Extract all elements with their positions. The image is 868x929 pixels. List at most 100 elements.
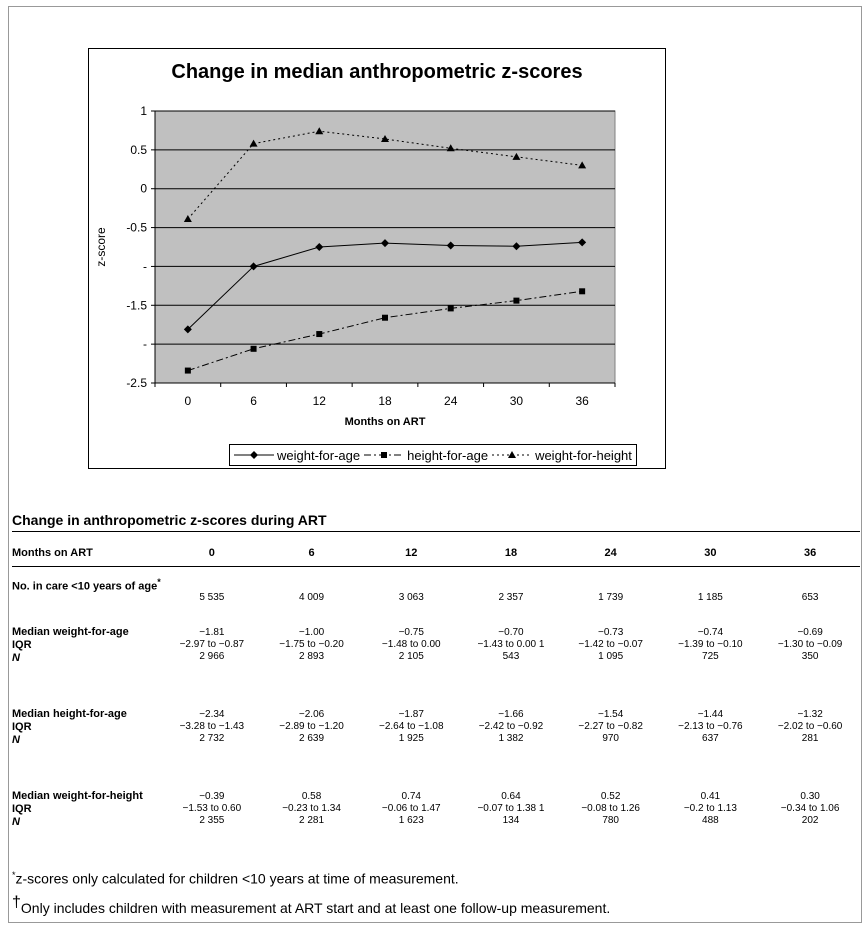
row-label-sup: *: [157, 577, 161, 587]
cell-value: 202: [801, 815, 819, 826]
table-cell: 1 185: [661, 566, 761, 618]
data-point-square: [579, 288, 586, 295]
data-point-diamond: [183, 325, 192, 334]
cell-value: −1.43 to 0.00 1: [477, 639, 545, 650]
cell-value: 543: [502, 651, 520, 662]
table-cell: −2.34 −3.28 to −1.43 2 732: [162, 700, 262, 782]
cell-value: 2 355: [199, 815, 225, 826]
cell-value: 0.74: [401, 791, 421, 802]
chart-container: Change in median anthropometric z-scores…: [88, 48, 666, 469]
cell-value: −0.73: [598, 627, 624, 638]
cell-value: 637: [702, 733, 719, 744]
row-label-text: No. in care <10 years of age*: [12, 577, 161, 593]
table-row: Median weight-for-age IQR N −1.81 −2.97 to −…: [12, 618, 860, 700]
table-title: Change in anthropometric z-scores during…: [12, 512, 327, 528]
cell-value: −1.32: [797, 709, 823, 720]
legend-label: weight-for-height: [535, 447, 632, 463]
data-point-square: [316, 331, 323, 338]
cell-value: −0.69: [797, 627, 823, 638]
cell-value: 488: [702, 815, 719, 826]
cell-value: −2.27 to −0.82: [578, 721, 643, 732]
cell-value: −0.08 to 1.26: [581, 803, 640, 814]
cell-value: −0.70: [498, 627, 524, 638]
table-cell: −1.87 −2.64 to −1.08 1 925: [361, 700, 461, 782]
cell-value: 2 966: [199, 651, 225, 662]
cell-value: 4 009: [299, 592, 325, 603]
cell-value: −1.54: [598, 709, 624, 720]
data-point-diamond: [446, 241, 455, 250]
cell-value: 350: [801, 651, 819, 662]
row-label-text: Median weight-for-height: [12, 790, 143, 802]
data-point-triangle: [183, 215, 192, 223]
cell-value: −1.66: [498, 709, 524, 720]
cell-value: −0.23 to 1.34: [282, 803, 341, 814]
data-point-diamond: [315, 243, 324, 251]
cell-value: 725: [702, 651, 719, 662]
table-row: Median weight-for-height IQR N −0.39 −1.53 t…: [12, 782, 860, 854]
row-label-text: Median weight-for-age: [12, 626, 129, 638]
row-sublabel-n: N: [12, 652, 20, 664]
data-point-diamond: [512, 242, 521, 251]
cell-value: 780: [602, 815, 619, 826]
cell-value: 1 623: [398, 815, 424, 826]
cell-value: 134: [502, 815, 520, 826]
y-tick-label: 1: [140, 104, 147, 118]
figure-frame: [8, 6, 862, 923]
footnote-text: Only includes children with measurement …: [20, 900, 611, 916]
footnote-1: *z-scores only calculated for children <…: [12, 870, 459, 887]
cell-value: −1.00: [298, 627, 325, 638]
line-chart: 1 0.5 0 -0.5 - -1.5 - -2.5 0 6 12 18 24 30 36 Months on…: [94, 104, 616, 428]
header-month: 18: [504, 547, 518, 559]
table-cell: 653: [760, 566, 860, 618]
cell-value: −1.42 to −0.07: [578, 639, 643, 650]
cell-value: −1.53 to 0.60: [182, 803, 242, 814]
x-tick-label: 6: [250, 394, 257, 408]
cell-value: 2 893: [299, 651, 325, 662]
cell-value: −3.28 to −1.43: [179, 721, 245, 732]
cell-value: −1.39 to −0.10: [678, 639, 743, 650]
row-sublabel-n: N: [12, 816, 20, 828]
data-point-square: [513, 297, 520, 304]
x-tick-label: 18: [378, 394, 392, 408]
cell-value: 5 535: [199, 592, 225, 603]
cell-value: 0.41: [700, 791, 721, 802]
table-row: Median height-for-age IQR N −2.34 −3.28 to −…: [12, 700, 860, 782]
row-label: Median weight-for-height IQR N: [12, 782, 162, 854]
y-tick-label: -: [143, 337, 147, 351]
table-cell: 1 739: [561, 566, 661, 618]
table-cell: −0.39 −1.53 to 0.60 2 355: [162, 782, 262, 854]
footnote-mark: †: [12, 894, 21, 911]
cell-value: 653: [801, 592, 819, 603]
footnote-2: †Only includes children with measurement…: [12, 894, 610, 916]
row-label-text: Median height-for-age: [12, 708, 127, 720]
header-month: 6: [308, 547, 315, 559]
table-cell: −0.75 −1.48 to 0.00 2 105: [361, 618, 461, 700]
data-point-triangle: [446, 144, 455, 152]
header-months-label: Months on ART: [12, 547, 93, 559]
cell-value: 0.52: [600, 791, 621, 802]
table-cell: 0.64 −0.07 to 1.38 1 134: [461, 782, 561, 854]
cell-value: −0.07 to 1.38 1: [477, 803, 545, 814]
cell-value: −0.75: [398, 627, 424, 638]
header-month: 30: [704, 547, 717, 559]
table-header-rule: [12, 566, 860, 567]
data-point-square: [250, 345, 257, 352]
chart-legend: weight-for-age height-for-age weight-for-h…: [229, 444, 637, 466]
table-cell: −0.73 −1.42 to −0.07 1 095: [561, 618, 661, 700]
table-header-row: Months on ART 0 6 12 18 24 30 36: [12, 540, 860, 566]
y-tick-label: 0: [140, 182, 147, 196]
table-cell: −1.44 −2.13 to −0.76 637: [661, 700, 761, 782]
footnote-text: z-scores only calculated for children <1…: [15, 870, 459, 887]
cell-value: 0.64: [501, 791, 521, 802]
data-point-triangle: [381, 134, 389, 142]
data-point-diamond: [249, 262, 258, 271]
table-cell: −2.06 −2.89 to −1.20 2 639: [262, 700, 362, 782]
row-label: Median weight-for-age IQR N: [12, 618, 162, 700]
z-score-table: Months on ART 0 6 12 18 24 30 36 No. in …: [12, 540, 860, 854]
x-axis-label: Months on ART: [345, 416, 426, 428]
table-cell: −1.54 −2.27 to −0.82 970: [561, 700, 661, 782]
cell-value: 2 639: [299, 733, 325, 744]
row-sublabel-n: N: [12, 734, 20, 746]
cell-value: 2 732: [199, 733, 225, 744]
table-cell: 5 535: [162, 566, 262, 618]
